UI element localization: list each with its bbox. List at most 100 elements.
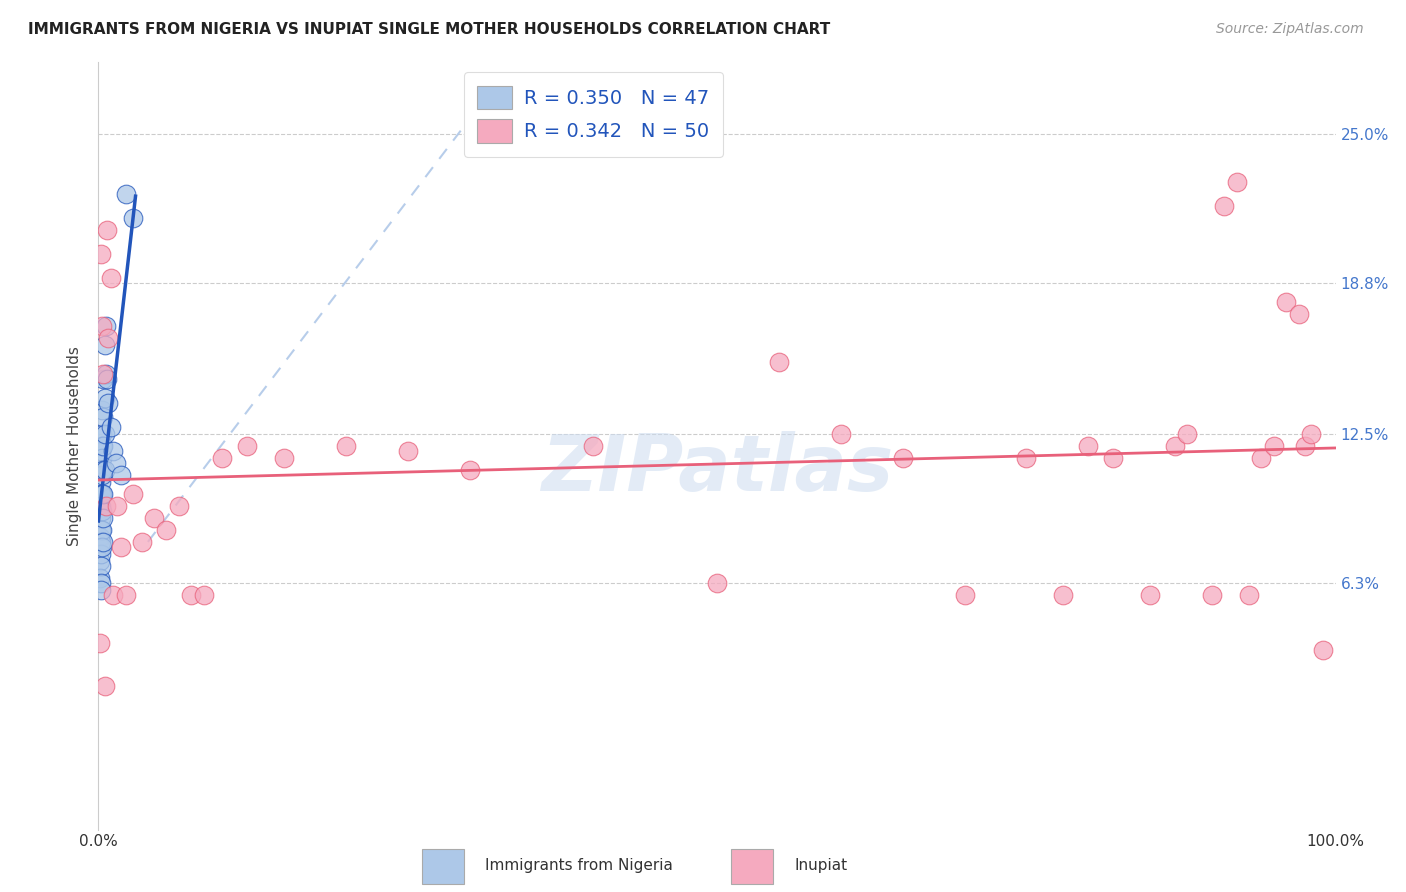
- Point: [89, 499, 111, 513]
- Point: [953, 588, 976, 602]
- FancyBboxPatch shape: [422, 849, 464, 884]
- Point: [103, 443, 125, 458]
- Point: [91, 487, 114, 501]
- Point: [94, 367, 117, 381]
- Point: [94, 499, 117, 513]
- Point: [830, 427, 852, 442]
- Point: [90, 463, 112, 477]
- Point: [91, 504, 114, 518]
- Point: [1175, 427, 1198, 442]
- Point: [110, 540, 132, 554]
- Point: [91, 467, 114, 482]
- Point: [90, 575, 112, 590]
- Point: [105, 499, 128, 513]
- Point: [582, 439, 605, 453]
- Point: [93, 372, 115, 386]
- Point: [335, 439, 357, 453]
- Point: [97, 331, 120, 345]
- Point: [93, 487, 115, 501]
- Point: [122, 211, 145, 226]
- Point: [90, 475, 112, 489]
- Point: [1263, 439, 1285, 453]
- Point: [143, 511, 166, 525]
- Point: [1312, 642, 1334, 657]
- Point: [90, 487, 112, 501]
- Point: [90, 558, 112, 573]
- Point: [110, 467, 132, 482]
- Point: [91, 523, 114, 537]
- Point: [1139, 588, 1161, 602]
- Point: [93, 463, 115, 477]
- Point: [396, 443, 419, 458]
- Point: [90, 499, 112, 513]
- Point: [93, 463, 115, 477]
- Point: [89, 554, 111, 568]
- Point: [1102, 450, 1125, 465]
- Legend: R = 0.350   N = 47, R = 0.342   N = 50: R = 0.350 N = 47, R = 0.342 N = 50: [464, 72, 723, 157]
- Point: [93, 410, 115, 425]
- Point: [91, 427, 114, 442]
- Point: [100, 419, 122, 434]
- Point: [97, 396, 120, 410]
- Point: [236, 439, 259, 453]
- FancyBboxPatch shape: [731, 849, 773, 884]
- Point: [180, 588, 202, 602]
- Point: [891, 450, 914, 465]
- Point: [1275, 295, 1298, 310]
- Point: [1294, 439, 1316, 453]
- Point: [273, 450, 295, 465]
- Point: [706, 575, 728, 590]
- Text: Inupiat: Inupiat: [794, 858, 848, 872]
- Point: [89, 540, 111, 554]
- Point: [122, 487, 145, 501]
- Point: [1015, 450, 1038, 465]
- Point: [93, 427, 115, 442]
- Text: Source: ZipAtlas.com: Source: ZipAtlas.com: [1216, 22, 1364, 37]
- Point: [193, 588, 215, 602]
- Point: [96, 372, 118, 386]
- Point: [91, 403, 114, 417]
- Point: [1299, 427, 1322, 442]
- Point: [104, 456, 127, 470]
- Point: [93, 511, 115, 525]
- Point: [90, 547, 112, 561]
- Point: [90, 523, 112, 537]
- Point: [91, 450, 114, 465]
- Point: [114, 588, 136, 602]
- Point: [91, 319, 114, 334]
- Point: [103, 588, 125, 602]
- Point: [93, 439, 115, 453]
- Point: [90, 247, 112, 261]
- Point: [458, 463, 481, 477]
- Point: [93, 338, 115, 352]
- Point: [89, 530, 111, 544]
- Point: [1250, 450, 1272, 465]
- Point: [155, 523, 177, 537]
- Point: [114, 187, 136, 202]
- Point: [211, 450, 233, 465]
- Text: Immigrants from Nigeria: Immigrants from Nigeria: [485, 858, 673, 872]
- Text: ZIPatlas: ZIPatlas: [541, 431, 893, 507]
- Text: IMMIGRANTS FROM NIGERIA VS INUPIAT SINGLE MOTHER HOUSEHOLDS CORRELATION CHART: IMMIGRANTS FROM NIGERIA VS INUPIAT SINGL…: [28, 22, 831, 37]
- Point: [94, 319, 117, 334]
- Point: [89, 571, 111, 585]
- Point: [89, 635, 111, 649]
- Point: [91, 439, 114, 453]
- Point: [93, 391, 115, 405]
- Point: [93, 679, 115, 693]
- Point: [1164, 439, 1187, 453]
- Point: [1213, 199, 1236, 213]
- Point: [1226, 175, 1249, 189]
- Point: [1052, 588, 1074, 602]
- Point: [90, 534, 112, 549]
- Point: [167, 499, 190, 513]
- Point: [1237, 588, 1260, 602]
- Point: [131, 534, 153, 549]
- Point: [90, 511, 112, 525]
- Point: [96, 223, 118, 237]
- Point: [90, 582, 112, 597]
- Point: [90, 443, 112, 458]
- Point: [100, 271, 122, 285]
- Point: [1288, 307, 1310, 321]
- Point: [93, 367, 115, 381]
